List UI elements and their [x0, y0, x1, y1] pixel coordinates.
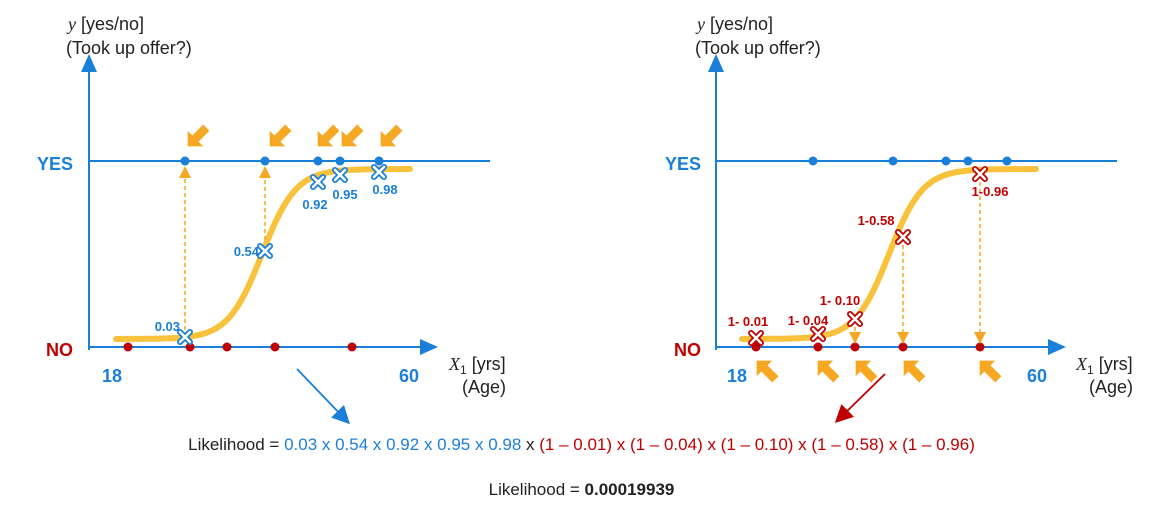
right-yes-label: YES	[665, 154, 701, 174]
left-yes-point	[260, 156, 270, 166]
formula-joiner: x	[521, 435, 540, 454]
left-no-point	[222, 342, 232, 352]
left-yes-label: YES	[37, 154, 73, 174]
left-no-point	[270, 342, 280, 352]
left-x-min-label: 18	[102, 366, 122, 386]
highlight-arrow-icon	[979, 360, 1002, 383]
likelihood-result: Likelihood = 0.00019939	[0, 480, 1163, 500]
left-curve-marker-icon	[332, 167, 348, 183]
highlight-arrow-icon	[855, 360, 878, 383]
right-prob-label: 1- 0.01	[728, 314, 768, 329]
highlight-arrow-icon	[341, 124, 364, 147]
highlight-arrow-icon	[817, 360, 840, 383]
right-yes-point	[941, 156, 951, 166]
right-no-point	[751, 342, 761, 352]
left-prob-label: 0.03	[155, 319, 180, 334]
left-yes-point	[180, 156, 190, 166]
right-prob-label: 1- 0.10	[820, 293, 860, 308]
right-to-formula-arrow	[834, 373, 886, 424]
result-value: 0.00019939	[584, 480, 675, 499]
left-yes-point	[374, 156, 384, 166]
formula-no-terms: (1 – 0.01) x (1 – 0.04) x (1 – 0.10) x (…	[539, 435, 975, 454]
right-x-max-label: 60	[1027, 366, 1047, 386]
left-x-max-label: 60	[399, 366, 419, 386]
right-no-point	[813, 342, 823, 352]
left-no-point	[123, 342, 133, 352]
right-curve-marker-icon	[972, 166, 988, 182]
right-ylabel-line2: (Took up offer?)	[695, 38, 821, 58]
right-highlight-arrows	[756, 360, 1002, 383]
right-curve-marker-icon	[847, 311, 863, 327]
left-curve-marker-icon	[371, 164, 387, 180]
right-curve-marker-icon	[810, 326, 826, 342]
left-highlight-arrows	[187, 124, 403, 147]
right-prob-label: 1-0.58	[858, 213, 895, 228]
right-yes-point	[963, 156, 973, 166]
right-yes-point	[808, 156, 818, 166]
right-no-point	[898, 342, 908, 352]
right-x-min-label: 18	[727, 366, 747, 386]
left-to-formula-arrow	[296, 368, 350, 425]
left-ylabel-line2: (Took up offer?)	[66, 38, 192, 58]
right-no-point	[975, 342, 985, 352]
result-prefix: Likelihood =	[488, 480, 585, 499]
left-curve-marker-icon	[310, 174, 326, 190]
right-xlabel-line2: (Age)	[1089, 377, 1133, 397]
left-chart: y [yes/no] (Took up offer?) YES NO 18 60…	[37, 14, 506, 425]
right-ylabel-line1: y [yes/no]	[695, 14, 773, 34]
right-yes-point	[1002, 156, 1012, 166]
left-prob-label: 0.95	[332, 187, 357, 202]
left-prob-label: 0.92	[302, 197, 327, 212]
right-xlabel-line1: X1 [yrs]	[1075, 354, 1133, 377]
right-prob-label: 1-0.96	[972, 184, 1009, 199]
left-ylabel-line1: y [yes/no]	[66, 14, 144, 34]
left-yes-point	[335, 156, 345, 166]
right-prob-label: 1- 0.04	[788, 313, 829, 328]
left-curve-marker-icon	[177, 329, 193, 345]
left-prob-label: 0.98	[372, 182, 397, 197]
formula-yes-terms: 0.03 x 0.54 x 0.92 x 0.95 x 0.98	[284, 435, 522, 454]
right-no-label: NO	[674, 340, 701, 360]
highlight-arrow-icon	[187, 124, 210, 147]
left-no-point	[185, 342, 195, 352]
highlight-arrow-icon	[317, 124, 340, 147]
likelihood-formula: Likelihood = 0.03 x 0.54 x 0.92 x 0.95 x…	[0, 435, 1163, 455]
left-no-label: NO	[46, 340, 73, 360]
left-curve-marker-icon	[257, 243, 273, 259]
formula-prefix: Likelihood =	[188, 435, 285, 454]
right-no-point	[850, 342, 860, 352]
left-xlabel-line1: X1 [yrs]	[448, 354, 506, 377]
right-curve-marker-icon	[748, 330, 764, 346]
right-curve-marker-icon	[895, 229, 911, 245]
left-prob-label: 0.54	[234, 244, 260, 259]
right-chart: y [yes/no] (Took up offer?) YES NO 18 60…	[665, 14, 1133, 424]
highlight-arrow-icon	[269, 124, 292, 147]
left-yes-point	[313, 156, 323, 166]
right-yes-point	[888, 156, 898, 166]
left-xlabel-line2: (Age)	[462, 377, 506, 397]
highlight-arrow-icon	[903, 360, 926, 383]
highlight-arrow-icon	[756, 360, 779, 383]
highlight-arrow-icon	[380, 124, 403, 147]
left-no-point	[347, 342, 357, 352]
